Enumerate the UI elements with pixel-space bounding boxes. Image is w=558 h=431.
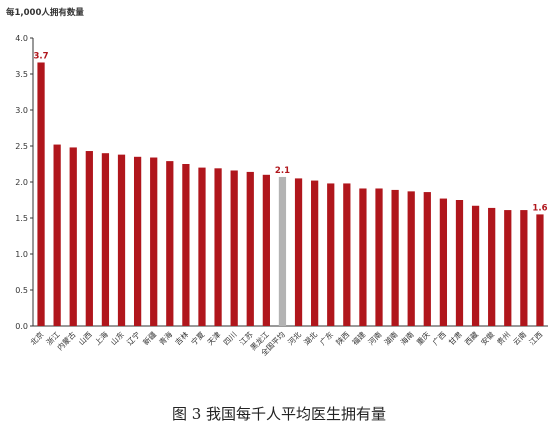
x-tick-label: 湖北 [302, 330, 319, 347]
x-tick-label: 甘肃 [446, 329, 464, 347]
bar [53, 144, 61, 326]
x-tick-label: 河北 [286, 330, 303, 347]
bar [391, 189, 399, 326]
bar [536, 214, 544, 326]
bar [407, 191, 415, 326]
bar [198, 167, 206, 326]
bar [343, 183, 351, 326]
x-tick-label: 广西 [430, 329, 448, 347]
bar-chart: 每1,000人拥有数量 0.00.51.01.52.02.53.03.54.0 … [6, 7, 548, 358]
x-tick-label: 贵州 [495, 329, 513, 347]
bar [37, 62, 45, 326]
y-tick-label: 1.5 [15, 214, 28, 223]
bar [214, 168, 222, 326]
bar [327, 183, 335, 326]
bar [278, 176, 287, 326]
y-tick-label: 2.0 [15, 178, 28, 187]
bar [85, 151, 93, 326]
x-tick-label: 西藏 [462, 329, 480, 347]
y-ticks: 0.0 0.5 1.0 1.5 2.0 2.5 3.0 3.5 4.0 [15, 34, 33, 331]
data-label: 2.1 [275, 166, 290, 176]
bar [520, 210, 528, 326]
y-tick-label: 3.0 [15, 106, 28, 115]
x-tick-label: 上海 [92, 329, 110, 347]
bar [101, 153, 110, 326]
y-tick-label: 4.0 [15, 34, 28, 43]
x-tick-label: 云南 [511, 329, 529, 347]
x-tick-label: 江西 [527, 330, 544, 347]
bar [117, 154, 126, 326]
figure-caption: 图 3 我国每千人平均医生拥有量 [171, 405, 387, 423]
bar [471, 205, 480, 326]
bar [455, 200, 464, 326]
x-tick-label: 山东 [108, 329, 126, 347]
x-tick-label: 新疆 [140, 329, 158, 347]
y-tick-label: 0.5 [15, 286, 28, 295]
x-tick-label: 重庆 [414, 329, 432, 347]
bar [69, 147, 77, 326]
x-tick-label: 河南 [366, 329, 384, 347]
bar [294, 178, 303, 326]
bar [504, 210, 512, 326]
x-tick-label: 陕西 [334, 329, 352, 347]
bar [488, 207, 496, 326]
bar [375, 188, 383, 326]
bars [37, 62, 544, 326]
bar [182, 164, 190, 326]
bar [311, 180, 319, 326]
x-tick-label: 天津 [206, 330, 223, 347]
x-tick-label: 吉林 [173, 329, 191, 347]
x-tick-label: 辽宁 [124, 329, 142, 347]
x-tick-label: 湖南 [382, 329, 400, 347]
x-tick-label: 四川 [222, 330, 239, 347]
y-tick-label: 2.5 [15, 142, 28, 151]
data-label: 3.7 [34, 51, 49, 61]
x-tick-label: 广东 [317, 329, 335, 347]
x-tick-label: 青海 [157, 329, 175, 347]
data-label: 1.6 [532, 203, 547, 213]
y-axis-label: 每1,000人拥有数量 [6, 7, 84, 18]
bar [166, 161, 174, 326]
bar [230, 170, 238, 326]
x-tick-label: 山西 [76, 329, 94, 347]
y-tick-label: 0.0 [15, 322, 28, 331]
bar [359, 188, 367, 326]
x-tick-label: 内蒙古 [55, 329, 78, 352]
bar [262, 174, 270, 326]
bar [246, 171, 254, 326]
y-tick-label: 3.5 [15, 70, 28, 79]
x-tick-label: 福建 [350, 329, 368, 347]
bar [150, 157, 158, 326]
x-tick-label: 海南 [398, 329, 416, 347]
x-tick-label: 北京 [28, 329, 46, 347]
bar [133, 156, 142, 326]
x-tick-label: 宁夏 [189, 329, 207, 347]
x-tick-label: 安徽 [478, 329, 496, 347]
data-labels: 3.7 2.1 1.6 [34, 51, 548, 213]
bar [423, 192, 431, 326]
bar [439, 198, 448, 326]
y-tick-label: 1.0 [15, 250, 28, 259]
